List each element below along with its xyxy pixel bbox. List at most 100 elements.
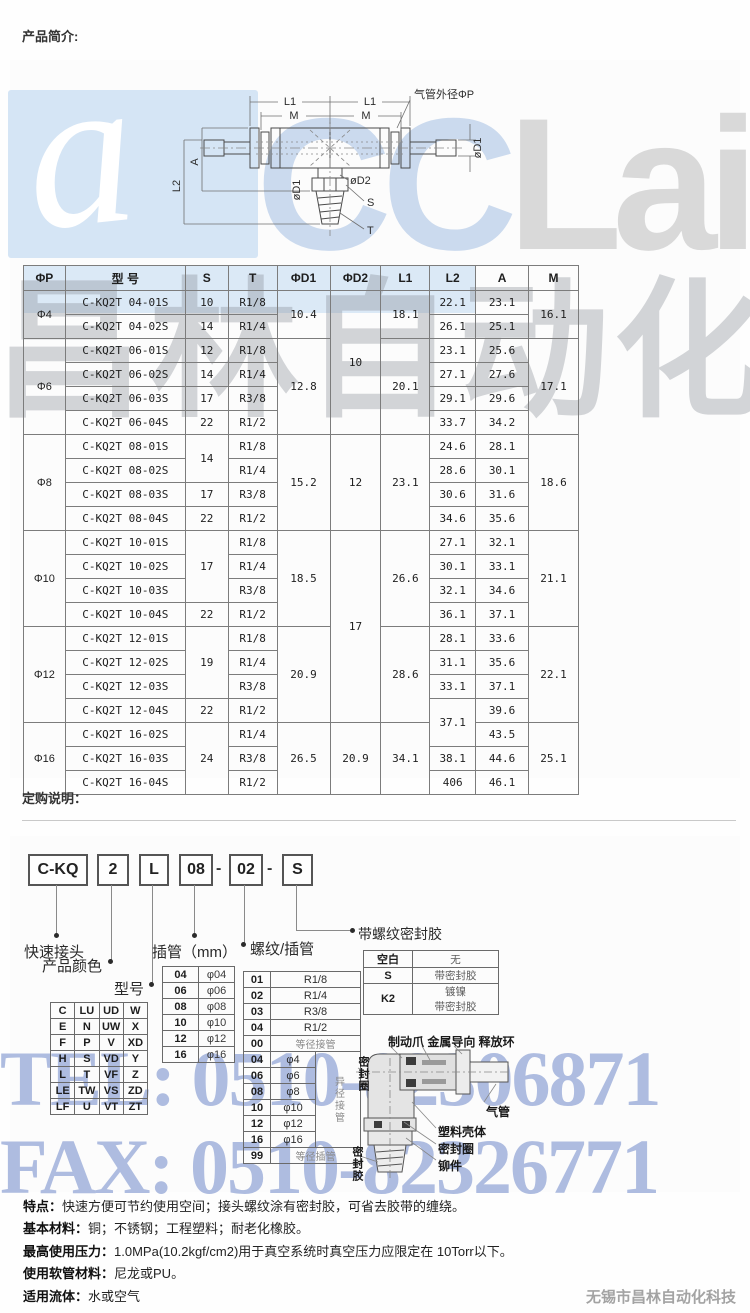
spec-col-header: ΦD1 <box>276 265 331 291</box>
spec-cell: 29.1 <box>429 386 477 411</box>
spec-cell: C-KQ2T 10-03S <box>64 578 186 603</box>
spec-cell: R1/8 <box>227 530 278 555</box>
leader-dot <box>108 959 113 964</box>
spec-cell: 36.1 <box>429 602 477 627</box>
table-row: C-KQ2T 10-03S R3/8 32.1 34.6 <box>24 578 579 603</box>
spec-cell: 32.1 <box>429 578 477 603</box>
spec-cell: 28.6 <box>380 626 431 723</box>
watermark-cclair-cc: CC <box>256 79 518 289</box>
spec-cell: 27.6 <box>475 362 530 387</box>
spec-cell: C-KQ2T 12-01S <box>64 626 186 651</box>
table-row: 99 等径插管 <box>243 1147 361 1164</box>
spec-cell: C-KQ2T 08-04S <box>64 506 186 531</box>
spec-cell: 29.6 <box>475 386 530 411</box>
spec-cell: 12 <box>184 338 229 363</box>
spec-col-header: ΦD2 <box>329 265 382 291</box>
spec-cell: R3/8 <box>227 674 278 699</box>
spec-cell: R1/4 <box>227 314 278 339</box>
spec-cell: 46.1 <box>475 770 530 795</box>
spec-cell: 16.1 <box>528 290 579 339</box>
thread-code-cell: 00 <box>243 1035 271 1052</box>
table-row: C-KQ2T 12-02S R1/4 31.1 35.6 <box>24 650 579 675</box>
table-row: Φ8 C-KQ2T 08-01S 14 R1/8 15.2 12 23.1 24.6 28.1 1… <box>23 434 579 531</box>
note-line: 使用软管材料：尼龙或PU。 <box>23 1263 729 1285</box>
dim-label-m-right: M <box>361 110 370 122</box>
model-code-cell: H <box>49 1050 76 1067</box>
tee-fitting-diagram: L1 L1 M M 气管外径ΦP øD1 øD1 øD2 S T A L2 <box>171 87 484 237</box>
watermark-cclair-lair: Lair <box>507 79 750 289</box>
table-row: F P V XD <box>49 1034 149 1051</box>
model-code-cell: N <box>74 1018 100 1035</box>
spec-cell: 17.1 <box>528 338 579 435</box>
model-code-cell: ZD <box>122 1082 149 1099</box>
spec-cell: 30.1 <box>429 554 477 579</box>
model-code-cell: P <box>74 1034 100 1051</box>
spec-cell: 18.1 <box>380 290 431 339</box>
divider <box>22 820 736 821</box>
model-code-cell: UD <box>98 1002 124 1019</box>
spec-cell: 19 <box>184 626 229 699</box>
table-row: Φ16 C-KQ2T 16-02S 24 R1/4 26.5 20.9 34.1 43.5 25… <box>23 722 579 795</box>
spec-cell: 14 <box>184 314 229 339</box>
note-line: 特点：快速方便可节约使用空间；接头螺纹涂有密封胶，可省去胶带的缠绕。 <box>23 1196 729 1218</box>
leader-line <box>111 885 112 961</box>
label-tube-size: 插管（mm） <box>152 944 237 961</box>
label-thread-sealant: 带螺纹密封胶 <box>358 926 442 942</box>
spec-cell: 43.5 <box>475 722 530 747</box>
spec-cell: R1/2 <box>227 602 278 627</box>
leader-line <box>152 885 153 984</box>
thread-value-cell: φ4 <box>270 1051 316 1068</box>
order-code-box-thread: 02 <box>229 854 263 886</box>
label-product-color: 产品颜色 <box>42 958 103 975</box>
tube-code-cell: 06 <box>162 982 199 999</box>
leader-dot <box>192 933 197 938</box>
order-code-dash: - <box>216 860 222 877</box>
order-code-box-color: 2 <box>97 854 129 886</box>
spec-cell: 17 <box>184 482 229 507</box>
table-row: 04 φ04 <box>162 966 235 983</box>
spec-cell: C-KQ2T 16-02S <box>64 722 186 747</box>
spec-cell: 22 <box>184 506 229 531</box>
spec-cell: 35.6 <box>475 506 530 531</box>
model-code-cell: VD <box>98 1050 124 1067</box>
order-code-box-series: C-KQ <box>28 854 88 886</box>
model-code-cell: LF <box>49 1098 76 1115</box>
dim-label-l1-right: L1 <box>364 96 376 108</box>
thread-code-cell: 12 <box>243 1115 271 1132</box>
spec-cell: 14 <box>184 434 229 483</box>
spec-col-header: L1 <box>380 265 431 291</box>
spec-cell: 27.1 <box>429 530 477 555</box>
spec-cell: C-KQ2T 08-02S <box>64 458 186 483</box>
spec-cell: C-KQ2T 08-01S <box>64 434 186 459</box>
spec-col-header: 型 号 <box>64 265 186 291</box>
spec-cell: 406 <box>429 770 477 795</box>
table-row: K2 镀镍 带密封胶 <box>363 983 499 1015</box>
label-quick-connector: 快速接头 <box>24 944 85 961</box>
note-text: 尼龙或PU。 <box>114 1266 185 1282</box>
model-code-cell: U <box>74 1098 100 1115</box>
spec-cell: 34.2 <box>475 410 530 435</box>
label-seal-ring: 密封圈 <box>438 1142 475 1156</box>
spec-col-header: S <box>184 265 229 291</box>
spec-cell: Φ12 <box>23 626 66 723</box>
spec-cell: R1/2 <box>227 410 278 435</box>
thread-value-cell: R3/8 <box>270 1003 361 1020</box>
table-row: C-KQ2T 16-03S R3/8 38.1 44.6 <box>24 746 579 771</box>
label-rivet: 铆件 <box>438 1159 463 1173</box>
thread-code-cell: 99 <box>243 1147 271 1164</box>
spec-cell: 12 <box>329 434 382 531</box>
spec-cell: R1/8 <box>227 626 278 651</box>
model-code-cell: Z <box>122 1066 149 1083</box>
spec-cell: 28.6 <box>429 458 477 483</box>
model-code-cell: Y <box>122 1050 149 1067</box>
spec-cell: 23.1 <box>475 290 530 315</box>
note-text: 水或空气 <box>88 1288 141 1304</box>
table-row: 08 φ08 <box>162 998 235 1015</box>
spec-cell: C-KQ2T 06-02S <box>64 362 186 387</box>
thread-code-cell: 08 <box>243 1083 271 1100</box>
table-row: C-KQ2T 04-02S 14 R1/4 26.1 25.1 <box>24 314 579 339</box>
seal-value-cell: 带密封胶 <box>412 967 499 984</box>
model-code-cell: T <box>74 1066 100 1083</box>
spec-cell: 33.6 <box>475 626 530 651</box>
spec-cell: 33.7 <box>429 410 477 435</box>
